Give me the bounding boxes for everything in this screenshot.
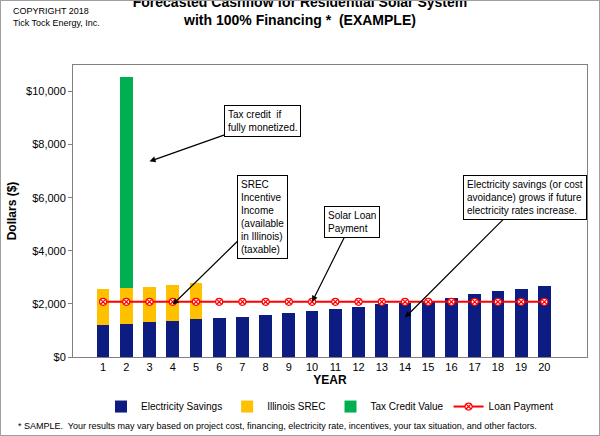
svg-text:7: 7 bbox=[239, 361, 245, 373]
svg-text:20: 20 bbox=[538, 361, 550, 373]
svg-text:Illinois SREC: Illinois SREC bbox=[267, 401, 325, 412]
svg-text:3: 3 bbox=[146, 361, 152, 373]
svg-text:14: 14 bbox=[399, 361, 411, 373]
svg-text:8: 8 bbox=[263, 361, 269, 373]
svg-text:COPYRIGHT 2018Tick Tock Energy: COPYRIGHT 2018Tick Tock Energy, Inc. bbox=[13, 6, 100, 28]
svg-text:19: 19 bbox=[515, 361, 527, 373]
svg-text:$6,000: $6,000 bbox=[32, 192, 66, 204]
svg-text:18: 18 bbox=[492, 361, 504, 373]
svg-text:$2,000: $2,000 bbox=[32, 298, 66, 310]
svg-text:Solar LoanPayment: Solar LoanPayment bbox=[328, 210, 376, 234]
svg-text:1: 1 bbox=[100, 361, 106, 373]
svg-text:* SAMPLE. Your results may va: * SAMPLE. Your results may vary based on… bbox=[18, 421, 537, 431]
svg-text:$8,000: $8,000 bbox=[32, 138, 66, 150]
svg-text:SRECIncentiveIncome(availablei: SRECIncentiveIncome(availablein Illinois… bbox=[241, 179, 284, 255]
svg-text:$0: $0 bbox=[54, 351, 66, 363]
svg-text:12: 12 bbox=[352, 361, 364, 373]
svg-text:6: 6 bbox=[216, 361, 222, 373]
svg-text:16: 16 bbox=[445, 361, 457, 373]
svg-text:$4,000: $4,000 bbox=[32, 245, 66, 257]
svg-text:Tax credit iffully monetized.: Tax credit iffully monetized. bbox=[228, 109, 297, 133]
svg-text:11: 11 bbox=[330, 361, 341, 373]
svg-text:Electricity Savings: Electricity Savings bbox=[141, 401, 222, 412]
svg-text:Forecasted Cashflow for Reside: Forecasted Cashflow for Residential Sola… bbox=[133, 0, 468, 28]
svg-text:9: 9 bbox=[286, 361, 292, 373]
svg-text:13: 13 bbox=[376, 361, 388, 373]
svg-text:Electricity savings (or costav: Electricity savings (or costavoidance) g… bbox=[467, 179, 583, 216]
svg-text:$10,000: $10,000 bbox=[26, 85, 66, 97]
svg-text:Tax Credit Value: Tax Credit Value bbox=[371, 401, 444, 412]
svg-text:Loan Payment: Loan Payment bbox=[489, 401, 554, 412]
svg-text:5: 5 bbox=[193, 361, 199, 373]
svg-text:2: 2 bbox=[123, 361, 129, 373]
svg-text:10: 10 bbox=[306, 361, 318, 373]
svg-text:15: 15 bbox=[422, 361, 434, 373]
svg-text:17: 17 bbox=[469, 361, 481, 373]
svg-text:4: 4 bbox=[170, 361, 176, 373]
svg-text:Dollars ($): Dollars ($) bbox=[5, 182, 19, 241]
svg-text:YEAR: YEAR bbox=[313, 373, 347, 387]
